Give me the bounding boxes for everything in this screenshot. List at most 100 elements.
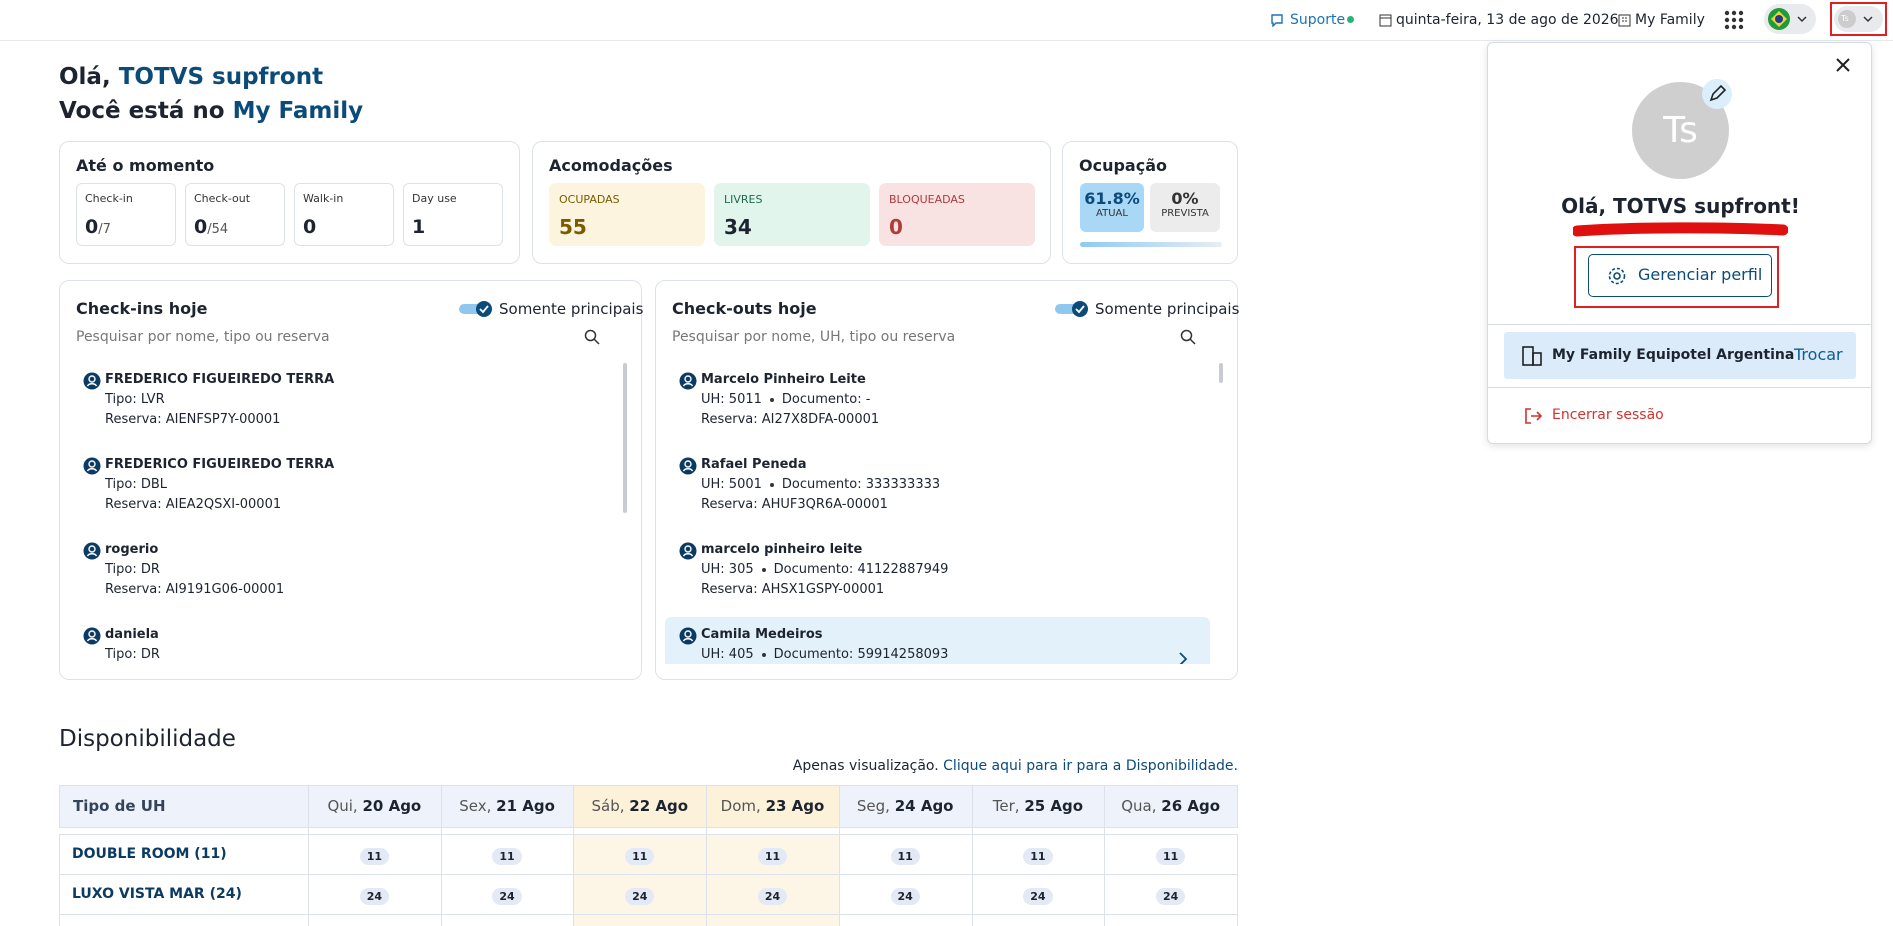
column-divider xyxy=(308,786,309,926)
availability-count: 24 xyxy=(492,888,522,905)
guest-uh-line: UH: 405 Documento: 59914258093 xyxy=(701,645,948,664)
toggle[interactable] xyxy=(459,300,495,322)
logout-icon xyxy=(1525,408,1543,424)
guest-list: Marcelo Pinheiro Leite UH: 5011 Documento:… xyxy=(665,362,1220,664)
guest-item[interactable]: FREDERICO FIGUEIREDO TERRA Tipo: DBL Reser… xyxy=(69,447,614,527)
summary-value-box: 1 xyxy=(412,216,425,238)
room-tile: LIVRES 34 xyxy=(714,183,870,246)
availability-cell: 24 xyxy=(573,885,706,905)
column-divider xyxy=(838,786,840,926)
availability-count: 11 xyxy=(890,848,920,865)
edit-avatar[interactable] xyxy=(1702,79,1732,109)
guest-item[interactable]: Marcelo Pinheiro Leite UH: 5011 Documento:… xyxy=(665,362,1210,442)
guest-name: Rafael Peneda xyxy=(701,457,807,472)
day-header: Ter, 25 Ago xyxy=(972,797,1105,815)
day-date: 26 Ago xyxy=(1161,797,1221,815)
search-input[interactable]: Pesquisar por nome, tipo ou reserva xyxy=(76,329,330,345)
summary-card xyxy=(59,141,520,264)
availability-count: 11 xyxy=(359,848,389,865)
building-icon xyxy=(1618,14,1631,27)
summary-value-box: 0 xyxy=(303,216,316,238)
highlight-box xyxy=(1574,246,1779,308)
summary-item: Check-out 0/54 xyxy=(185,183,285,246)
panel-title: Check-ins hoje xyxy=(76,299,208,318)
status-dot xyxy=(1347,16,1354,23)
room-type[interactable]: LUXO VISTA MAR (24) xyxy=(72,886,242,902)
guest-item[interactable]: Camila Medeiros UH: 405 Documento: 5991425… xyxy=(665,617,1210,664)
guest-uh-line: UH: 5011 Documento: - xyxy=(701,390,879,410)
language-select[interactable] xyxy=(1764,4,1816,34)
toggle-label: Somente principais xyxy=(1095,300,1240,318)
availability-cell: 24 xyxy=(839,885,972,905)
summary-item: Check-in 0/7 xyxy=(76,183,176,246)
availability-count: 11 xyxy=(757,848,788,865)
guest-reservation: Reserva: AI27X8DFA-00001 xyxy=(701,412,880,427)
scrollbar xyxy=(1219,363,1223,383)
logout[interactable]: Encerrar sessão xyxy=(1552,407,1664,423)
availability-count: 11 xyxy=(1155,848,1186,865)
summary-value: 0 xyxy=(303,216,317,238)
availability-link[interactable]: Clique aqui para ir para a Disponibilida… xyxy=(943,758,1238,774)
guest-text: daniela Tipo: DR xyxy=(105,625,160,664)
day-date: 20 Ago xyxy=(362,797,422,815)
guest-icon xyxy=(83,372,101,394)
guest-document: Documento: 41122887949 xyxy=(773,562,949,577)
guest-item[interactable]: Rafael Peneda UH: 5001 Documento: 33333333… xyxy=(665,447,1210,527)
guest-item[interactable]: marcelo pinheiro leite UH: 305 Documento: … xyxy=(665,532,1210,612)
guest-panel xyxy=(655,280,1238,680)
guest-icon xyxy=(83,457,101,479)
guest-document: Documento: 59914258093 xyxy=(773,647,949,662)
guest-line: Reserva: AIEA2QSXI-00001 xyxy=(105,497,282,512)
column-divider xyxy=(706,786,708,926)
switch-company[interactable]: Trocar xyxy=(1794,345,1843,364)
day-of-week: Dom, xyxy=(720,797,761,815)
guest-uh-line: UH: 305 Documento: 41122887949 xyxy=(701,560,948,580)
occupancy-label: ATUAL xyxy=(1096,208,1128,219)
occupancy-bar xyxy=(1080,242,1222,247)
availability-cell: 11 xyxy=(706,845,839,865)
rooms-title: Acomodações xyxy=(549,156,673,175)
occupancy-title: Ocupação xyxy=(1079,156,1167,175)
occupancy-value: 0% xyxy=(1171,189,1199,208)
guest-item[interactable]: daniela Tipo: DR xyxy=(69,617,614,664)
summary-value: 0 xyxy=(85,216,99,238)
availability-cell: 24 xyxy=(706,885,839,905)
search-input[interactable]: Pesquisar por nome, UH, tipo ou reserva xyxy=(672,329,956,345)
guest-name: Marcelo Pinheiro Leite xyxy=(701,372,866,387)
guest-text: Marcelo Pinheiro Leite UH: 5011 Documento:… xyxy=(701,370,879,430)
summary-total: /7 xyxy=(98,222,111,237)
search-icon xyxy=(584,329,600,349)
divider xyxy=(1488,387,1871,388)
guest-list: FREDERICO FIGUEIREDO TERRA Tipo: LVR Reser… xyxy=(69,362,624,664)
availability-cell: 11 xyxy=(573,845,706,865)
day-header: Dom, 23 Ago xyxy=(706,797,839,815)
close-button[interactable] xyxy=(1835,57,1851,73)
room-type[interactable]: DOUBLE ROOM (11) xyxy=(72,846,227,862)
summary-total: /54 xyxy=(207,222,229,237)
weekend-column xyxy=(573,786,707,827)
guest-line: Reserva: AIENFSP7Y-00001 xyxy=(105,412,281,427)
header-label: Tipo de UH xyxy=(73,797,166,815)
apps-menu[interactable] xyxy=(1723,9,1745,31)
user-menu[interactable]: Ts xyxy=(1834,6,1883,32)
availability-note: Apenas visualização. Clique aqui para ir… xyxy=(793,758,1238,774)
summary-value-box: 0/7 xyxy=(85,216,111,238)
greeting: Olá, TOTVS supfront Você está no My Fami… xyxy=(59,60,363,128)
toggle[interactable] xyxy=(1055,300,1091,322)
manage-profile-button[interactable]: Gerenciar perfil xyxy=(1588,254,1772,297)
property[interactable]: My Family xyxy=(1635,12,1705,28)
column-divider xyxy=(971,786,973,926)
profile-panel: Ts Olá, TOTVS supfront! Gerenciar perfil… xyxy=(1487,42,1872,444)
availability-count: 24 xyxy=(625,888,655,905)
guest-name: daniela xyxy=(105,627,159,642)
guest-document: Documento: - xyxy=(781,392,871,407)
guest-reservation: Reserva: AHUF3QR6A-00001 xyxy=(701,497,888,512)
guest-item[interactable]: rogerio Tipo: DR Reserva: AI9191G06-00001 xyxy=(69,532,614,612)
day-date: 25 Ago xyxy=(1024,797,1084,815)
support-link[interactable]: Suporte xyxy=(1290,12,1346,28)
day-date: 22 Ago xyxy=(629,797,689,815)
guest-item[interactable]: FREDERICO FIGUEIREDO TERRA Tipo: LVR Reser… xyxy=(69,362,614,442)
availability-cell: 11 xyxy=(839,845,972,865)
guest-uh: UH: 405 xyxy=(701,647,754,662)
